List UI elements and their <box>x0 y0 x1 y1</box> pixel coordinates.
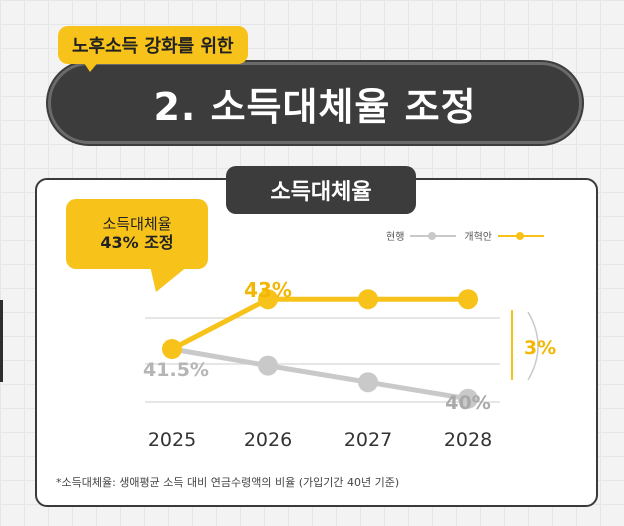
footnote: *소득대체율: 생애평균 소득 대비 연금수령액의 비율 (가입기간 40년 기… <box>56 476 400 489</box>
card-tab-label: 소득대체율 <box>226 166 416 214</box>
data-point-reform <box>258 289 278 310</box>
series-line-current <box>169 346 471 402</box>
x-tick-label: 2028 <box>444 429 492 451</box>
data-point-current <box>358 372 378 393</box>
header-banner <box>48 62 582 144</box>
series-line-reform <box>169 296 471 352</box>
legend-swatch-reform <box>498 231 545 240</box>
difference-arc <box>527 311 539 381</box>
legend-label-reform: 개혁안 <box>464 232 493 243</box>
callout-line1: 소득대체율 <box>102 214 172 233</box>
callout-line2: 43% 조정 <box>100 233 174 253</box>
data-point-current <box>258 355 278 376</box>
callout-bubble: 소득대체율 43% 조정 <box>66 199 208 269</box>
data-label-reform: 43% <box>244 278 292 302</box>
callout-tail <box>150 266 188 292</box>
chart-legend: 현행 개혁안 <box>386 228 552 243</box>
chart-card <box>35 178 598 507</box>
legend-label-current: 현행 <box>386 232 405 243</box>
data-point-reform <box>162 339 182 359</box>
x-tick-label: 2027 <box>344 429 392 451</box>
subtitle-tag: 노후소득 강화를 위한 <box>58 26 248 64</box>
x-tick-label: 2026 <box>244 429 292 451</box>
data-point-current <box>458 388 478 409</box>
data-point-reform <box>458 289 478 310</box>
x-tick-label: 2025 <box>148 429 196 451</box>
subtitle-tag-tail <box>82 60 100 72</box>
page-title: 2. 소득대체율 조정 <box>153 84 477 129</box>
data-point-reform <box>358 289 378 310</box>
legend-item-reform: 개혁안 <box>464 228 552 243</box>
legend-swatch-current <box>410 231 457 240</box>
legend-item-current: 현행 <box>386 228 464 243</box>
data-label-difference: 3% <box>524 337 556 359</box>
data-label-start: 41.5% <box>143 359 209 381</box>
data-label-current-end: 40% <box>445 392 490 414</box>
left-edge-mark <box>0 300 3 382</box>
